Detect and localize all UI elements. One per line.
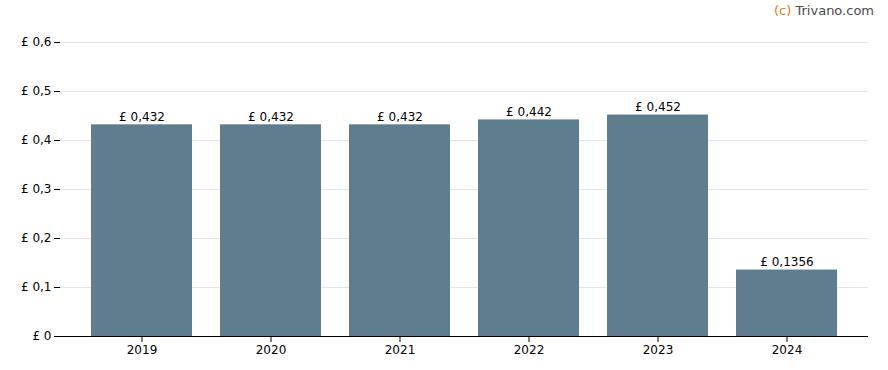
html-text:(c) Trivano.com: (c) Trivano.com: [774, 3, 874, 18]
svg-text:£ 0,6: £ 0,6: [21, 35, 52, 49]
svg-text:£ 0,442: £ 0,442: [506, 105, 552, 119]
svg-text:£ 0,5: £ 0,5: [21, 84, 52, 98]
svg-text:£ 0,432: £ 0,432: [119, 110, 165, 124]
svg-text:£ 0,2: £ 0,2: [21, 231, 52, 245]
svg-text:2022: 2022: [514, 343, 545, 357]
svg-text:£ 0,4: £ 0,4: [21, 133, 52, 147]
svg-text:£ 0,1356: £ 0,1356: [760, 255, 813, 269]
svg-text:£ 0,3: £ 0,3: [21, 182, 52, 196]
svg-text:£ 0,1: £ 0,1: [21, 280, 52, 294]
svg-text:2019: 2019: [127, 343, 158, 357]
svg-text:2021: 2021: [385, 343, 416, 357]
svg-text:£ 0,432: £ 0,432: [248, 110, 294, 124]
svg-text:£ 0,452: £ 0,452: [635, 100, 681, 114]
svg-text:£ 0,432: £ 0,432: [377, 110, 423, 124]
svg-text:2020: 2020: [256, 343, 287, 357]
svg-text:2024: 2024: [772, 343, 803, 357]
svg-text:2023: 2023: [643, 343, 674, 357]
svg-text:£ 0: £ 0: [32, 329, 51, 343]
